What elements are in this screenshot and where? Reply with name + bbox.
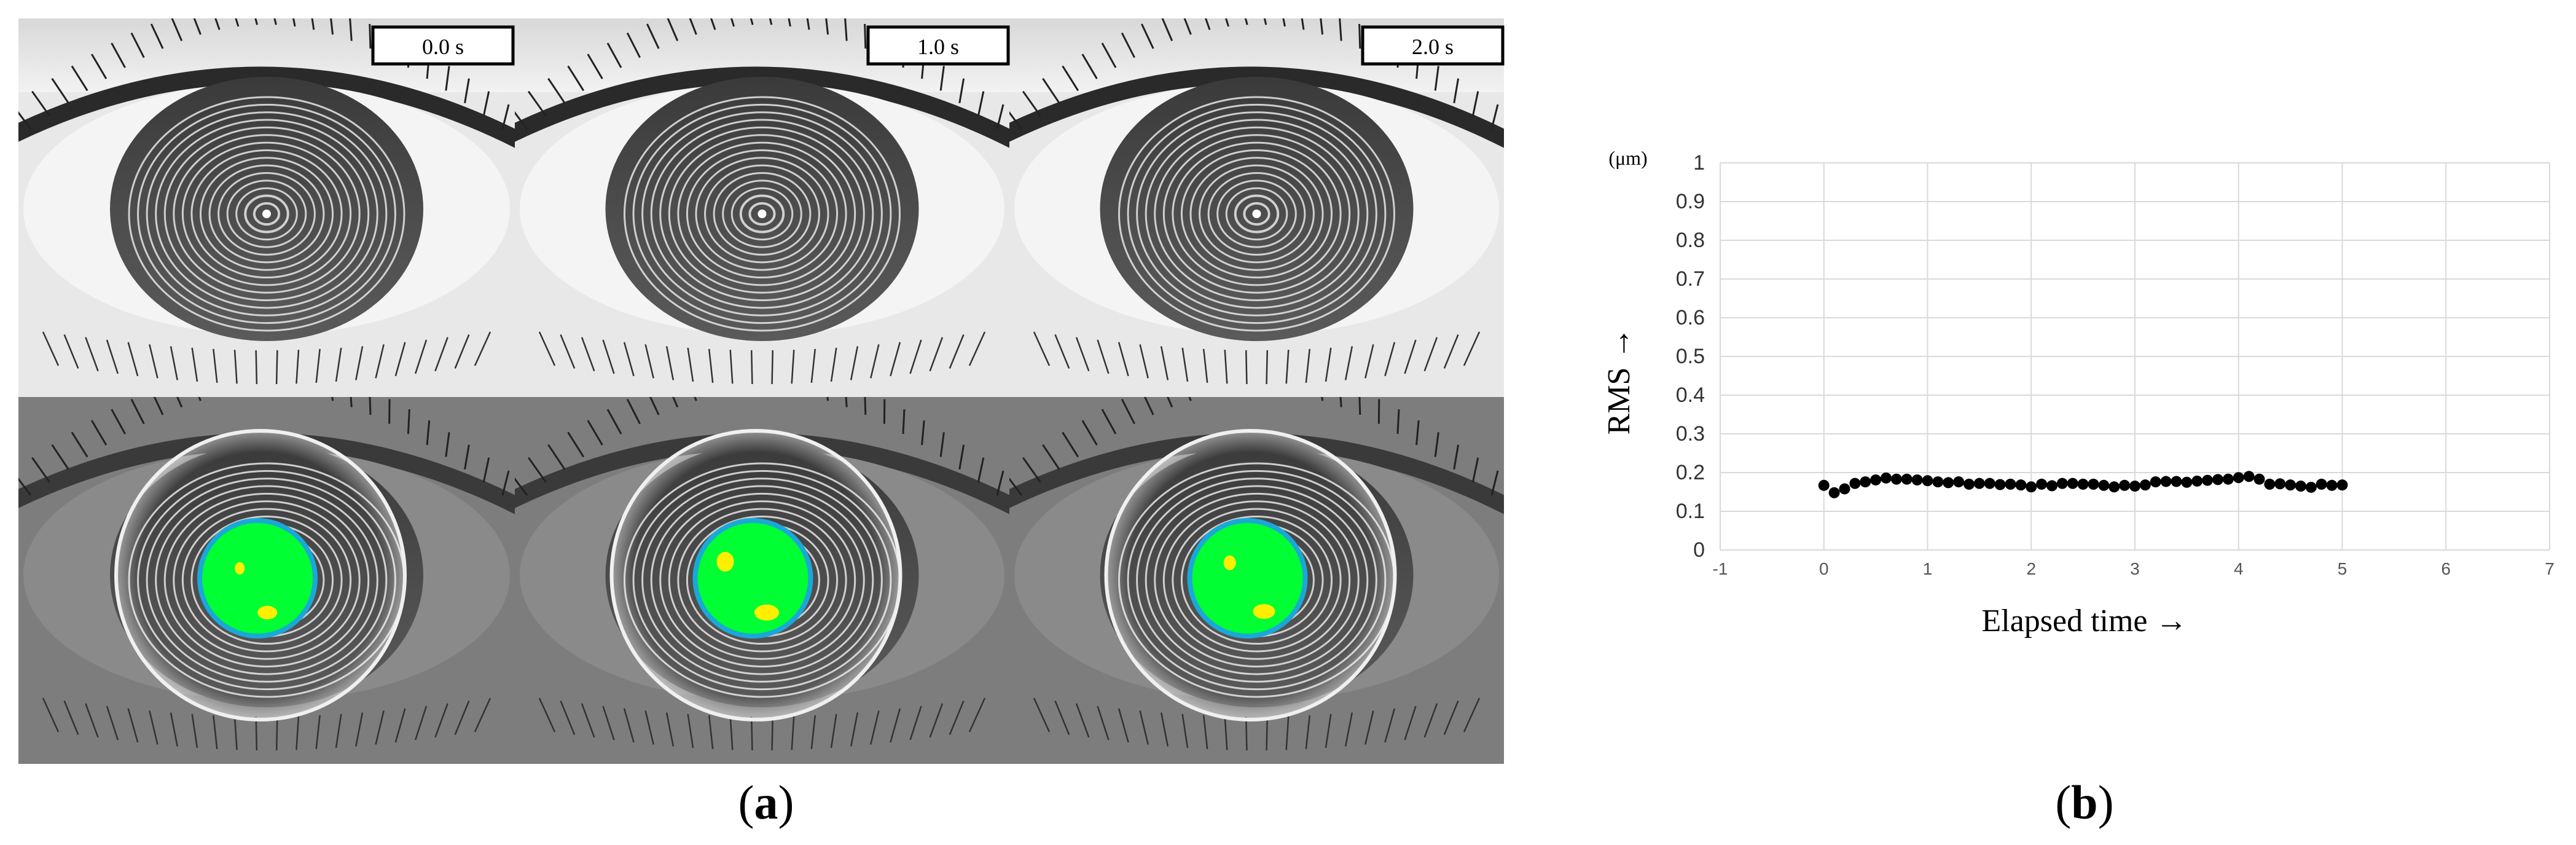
data-point xyxy=(2098,479,2110,491)
data-series xyxy=(1818,471,2348,498)
map-image-2 xyxy=(1009,397,1504,764)
data-point xyxy=(1973,478,1985,489)
y-tick-label: 0.7 xyxy=(1676,267,1705,291)
data-point xyxy=(1839,483,1850,495)
data-point xyxy=(1849,478,1861,489)
data-point xyxy=(2253,473,2265,485)
data-point xyxy=(2285,479,2296,491)
x-tick-label: 2 xyxy=(2026,559,2036,578)
data-point xyxy=(2119,479,2131,491)
data-point xyxy=(2191,475,2203,487)
eye-image-1 xyxy=(515,18,1009,397)
data-point xyxy=(2067,478,2078,489)
data-point xyxy=(2015,479,2027,491)
y-tick-label: 0 xyxy=(1693,538,1705,562)
y-tick-label: 0.8 xyxy=(1676,229,1705,252)
data-point xyxy=(2150,476,2161,488)
data-point xyxy=(1881,472,1892,484)
y-axis-ticks: 0 0.1 0.2 0.3 0.4 0.5 0.6 0.7 0.8 0.9 1 xyxy=(1676,151,1705,562)
svg-text:2.0 s: 2.0 s xyxy=(1412,34,1454,59)
data-point xyxy=(1911,474,1923,485)
data-point xyxy=(2181,476,2193,488)
data-point xyxy=(2233,472,2244,484)
data-point xyxy=(2264,478,2276,490)
data-point xyxy=(2129,481,2140,492)
map-image-1 xyxy=(515,397,1009,764)
x-tick-label: 0 xyxy=(1819,559,1829,578)
data-point xyxy=(2056,478,2068,489)
x-tick-label: 3 xyxy=(2130,559,2140,578)
y-axis-title: RMS → xyxy=(1602,328,1637,435)
data-point xyxy=(1870,474,1882,485)
x-axis-ticks: -1 0 1 2 3 4 5 6 7 xyxy=(1713,559,2554,578)
data-point xyxy=(2305,481,2317,493)
rms-chart: 0 0.1 0.2 0.3 0.4 0.5 0.6 0.7 0.8 0.9 1 -1 0 1 2 3 4 5 6 7… xyxy=(1602,147,2554,639)
y-tick-label: 0.6 xyxy=(1676,306,1705,329)
x-tick-label: -1 xyxy=(1713,559,1728,578)
x-tick-label: 1 xyxy=(1923,559,1933,578)
data-point xyxy=(2108,481,2120,493)
y-tick-label: 0.1 xyxy=(1676,500,1705,523)
data-point xyxy=(2160,476,2172,487)
data-point xyxy=(1922,475,1933,487)
data-point xyxy=(2222,473,2234,485)
data-point xyxy=(2171,476,2182,487)
data-point xyxy=(2212,474,2223,485)
data-point xyxy=(1943,477,1954,489)
time-label-2: 2.0 s xyxy=(1361,25,1505,66)
data-point xyxy=(2326,479,2338,491)
data-point xyxy=(2316,478,2327,490)
data-point xyxy=(2046,480,2057,492)
x-tick-label: 4 xyxy=(2234,559,2244,578)
panel-label-b: (b) xyxy=(2055,776,2113,829)
data-point xyxy=(1901,473,1912,485)
x-axis-title: Elapsed time → xyxy=(1981,603,2187,639)
data-point xyxy=(1932,476,1944,488)
y-tick-label: 0.5 xyxy=(1676,345,1705,368)
data-point xyxy=(2274,478,2286,490)
panel-label-a: (a) xyxy=(738,776,794,829)
data-point xyxy=(1828,487,1840,498)
y-tick-label: 0.2 xyxy=(1676,461,1705,484)
time-label-1: 1.0 s xyxy=(866,25,1010,66)
data-point xyxy=(2202,474,2214,486)
x-tick-label: 7 xyxy=(2545,559,2554,578)
data-point xyxy=(1963,478,1975,490)
eye-image-2 xyxy=(1009,18,1504,397)
data-point xyxy=(2295,481,2306,492)
y-tick-label: 0.9 xyxy=(1676,190,1705,213)
svg-text:0.0 s: 0.0 s xyxy=(422,34,464,59)
x-tick-label: 6 xyxy=(2441,559,2451,578)
data-point xyxy=(2336,479,2348,491)
map-image-0 xyxy=(18,397,515,764)
y-tick-label: 1 xyxy=(1693,151,1705,175)
data-point xyxy=(2243,471,2255,482)
x-tick-label: 5 xyxy=(2338,559,2347,578)
data-point xyxy=(2005,478,2016,490)
data-point xyxy=(1994,479,2006,490)
y-unit-label: (μm) xyxy=(1608,147,1647,169)
data-point xyxy=(1890,473,1902,485)
data-point xyxy=(2026,481,2037,493)
svg-text:1.0 s: 1.0 s xyxy=(917,34,959,59)
data-point xyxy=(2139,479,2151,491)
data-point xyxy=(1953,476,1965,488)
data-point xyxy=(2088,478,2099,490)
y-tick-label: 0.3 xyxy=(1676,422,1705,446)
time-label-0: 0.0 s xyxy=(371,25,515,66)
data-point xyxy=(1818,479,1830,491)
data-point xyxy=(1984,478,1995,489)
data-point xyxy=(2036,478,2048,490)
eye-image-panel xyxy=(18,18,1504,764)
y-tick-label: 0.4 xyxy=(1676,383,1705,407)
data-point xyxy=(1860,476,1871,488)
data-point xyxy=(2077,478,2089,490)
